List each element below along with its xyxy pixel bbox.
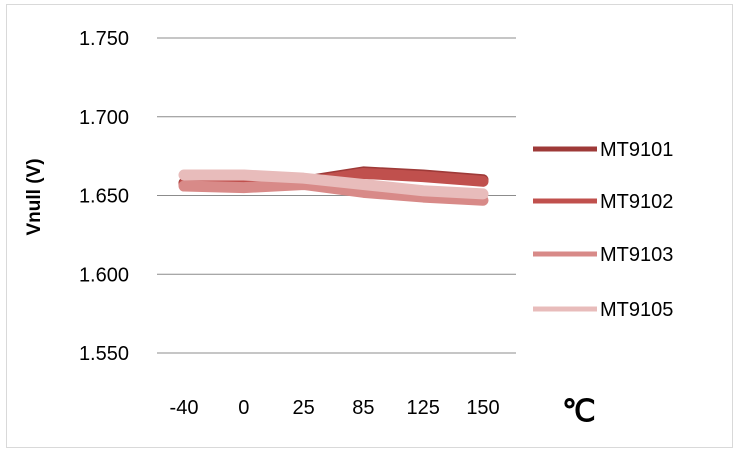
legend-label-mt9101: MT9101 (600, 139, 673, 161)
legend-label-mt9103: MT9103 (600, 244, 673, 266)
legend-label-mt9102: MT9102 (600, 191, 673, 213)
x-tick-labels: -40 0 25 85 125 150 (170, 397, 500, 419)
y-axis-title: Vnull (V) (24, 158, 45, 235)
x-tick-label: 85 (352, 397, 374, 419)
x-tick-label: 0 (238, 397, 249, 419)
legend: MT9101 MT9102 MT9103 MT9105 (533, 139, 673, 321)
gridlines (157, 37, 516, 354)
x-axis-unit-label: ℃ (562, 395, 596, 428)
y-tick-label: 1.750 (79, 28, 129, 50)
y-tick-label: 1.600 (79, 264, 129, 286)
y-tick-label: 1.550 (79, 343, 129, 365)
x-tick-label: 25 (292, 397, 314, 419)
x-tick-label: 125 (407, 397, 440, 419)
series-lines (178, 166, 489, 206)
x-tick-label: 150 (466, 397, 499, 419)
y-tick-label: 1.650 (79, 186, 129, 208)
chart-frame (6, 4, 733, 448)
x-tick-label: -40 (170, 397, 199, 419)
legend-label-mt9105: MT9105 (600, 299, 673, 321)
series-line-mt9105 (178, 169, 489, 200)
y-tick-label: 1.700 (79, 107, 129, 129)
series-line-mt9103 (178, 178, 489, 206)
y-tick-labels: 1.750 1.700 1.650 1.600 1.550 (79, 28, 129, 365)
